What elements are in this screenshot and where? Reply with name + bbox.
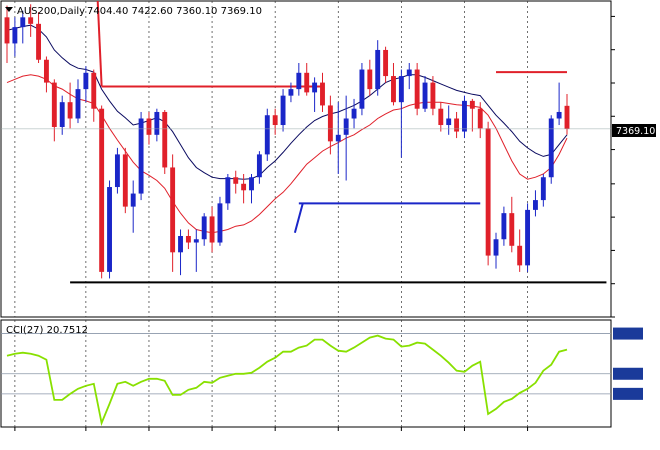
- bear-candle-body: [485, 128, 491, 256]
- current-price-tag: 7369.10: [616, 126, 655, 137]
- bear-candle-body: [477, 108, 483, 129]
- bull-candle-body: [335, 134, 341, 142]
- bear-candle-body: [99, 108, 105, 272]
- bear-candle-body: [517, 245, 523, 266]
- bull-candle-body: [59, 102, 65, 127]
- bear-candle-body: [185, 235, 191, 243]
- cci-axis: [613, 327, 643, 400]
- bear-candle-body: [438, 108, 444, 126]
- cci-level-badge: [613, 327, 643, 340]
- bull-candle-body: [501, 213, 507, 240]
- red-level-drop: [96, 0, 103, 87]
- bear-candle-body: [391, 76, 396, 103]
- bull-candle-body: [493, 239, 499, 256]
- bull-candle-body: [264, 115, 270, 155]
- bear-candle-body: [67, 102, 73, 119]
- bull-candle-body: [296, 72, 302, 90]
- bear-candle-body: [327, 105, 333, 142]
- bear-candle-body: [146, 118, 152, 135]
- cci-level-badge: [613, 387, 643, 400]
- level-lines: [70, 0, 607, 284]
- price-axis: [611, 15, 615, 318]
- bull-candle-body: [178, 235, 183, 253]
- bull-candle-body: [114, 154, 120, 188]
- bear-candle-body: [4, 17, 10, 44]
- bull-candle-body: [312, 82, 318, 93]
- bull-candle-body: [107, 187, 112, 272]
- bear-candle-body: [509, 213, 515, 246]
- bull-candle-body: [20, 17, 26, 28]
- fast-moving-average-line: [6, 24, 568, 180]
- bear-candle-body: [170, 167, 176, 253]
- bull-candle-body: [422, 82, 428, 109]
- bear-candle-body: [469, 100, 475, 109]
- cci-label: CCI(27) 20.7512: [6, 325, 88, 336]
- blue-level-rise: [293, 203, 304, 233]
- bull-candle-body: [12, 27, 18, 44]
- bull-candle-body: [556, 111, 562, 119]
- bear-candle-body: [43, 59, 49, 83]
- bull-candle-body: [225, 177, 231, 204]
- collapse-arrow-icon[interactable]: [5, 7, 13, 12]
- bull-candle-body: [406, 69, 412, 77]
- bear-candle-body: [162, 111, 168, 168]
- bull-candle-body: [83, 72, 89, 90]
- cci-level-badge: [613, 367, 643, 380]
- bear-candle-body: [564, 105, 570, 129]
- ohlc-values: 7404.40 7422.60 7360.10 7369.10: [87, 6, 262, 17]
- bear-candle-body: [414, 69, 420, 109]
- bull-candle-body: [138, 118, 144, 194]
- bull-candle-body: [193, 239, 199, 243]
- bull-candle-body: [548, 118, 554, 178]
- bear-candle-body: [122, 154, 128, 207]
- bull-candle-body: [525, 209, 531, 266]
- bull-candle-body: [217, 203, 223, 243]
- bear-candle-body: [91, 72, 97, 109]
- time-axis: [14, 427, 529, 431]
- bear-candle-body: [454, 118, 460, 132]
- bear-candle-body: [304, 72, 310, 93]
- bear-candle-body: [272, 115, 278, 126]
- current-price-tag-bg: [612, 124, 656, 137]
- bull-candle-body: [288, 89, 294, 96]
- bear-candle-body: [51, 82, 57, 127]
- bull-candle-body: [398, 76, 404, 103]
- bull-candle-body: [75, 89, 81, 119]
- cci-line: [6, 334, 568, 427]
- bull-candle-body: [130, 193, 136, 207]
- bear-candle-body: [233, 177, 239, 184]
- bear-candle-body: [367, 69, 373, 90]
- bull-candle-body: [256, 154, 262, 178]
- bull-candle-body: [280, 95, 286, 126]
- bear-candle-body: [430, 82, 436, 109]
- candles: [1, 4, 611, 279]
- symbol-label: AUS200,Daily: [17, 6, 85, 17]
- bull-candle-body: [343, 118, 349, 135]
- cci-indicator: [1, 333, 611, 427]
- bull-candle-body: [446, 118, 452, 126]
- bull-candle-body: [533, 200, 538, 210]
- bear-candle-body: [383, 49, 389, 77]
- bull-candle-body: [351, 108, 357, 119]
- bull-candle-body: [462, 100, 467, 132]
- bear-candle-body: [320, 82, 325, 106]
- bear-candle-body: [209, 216, 215, 243]
- bull-candle-body: [249, 177, 254, 191]
- bull-candle-body: [359, 69, 365, 109]
- bear-candle-body: [36, 23, 41, 60]
- bear-candle-body: [28, 17, 34, 24]
- bull-candle-body: [375, 49, 381, 90]
- bull-candle-body: [154, 111, 160, 135]
- bull-candle-body: [201, 216, 207, 240]
- bear-candle-body: [241, 183, 247, 191]
- bull-candle-body: [540, 177, 546, 201]
